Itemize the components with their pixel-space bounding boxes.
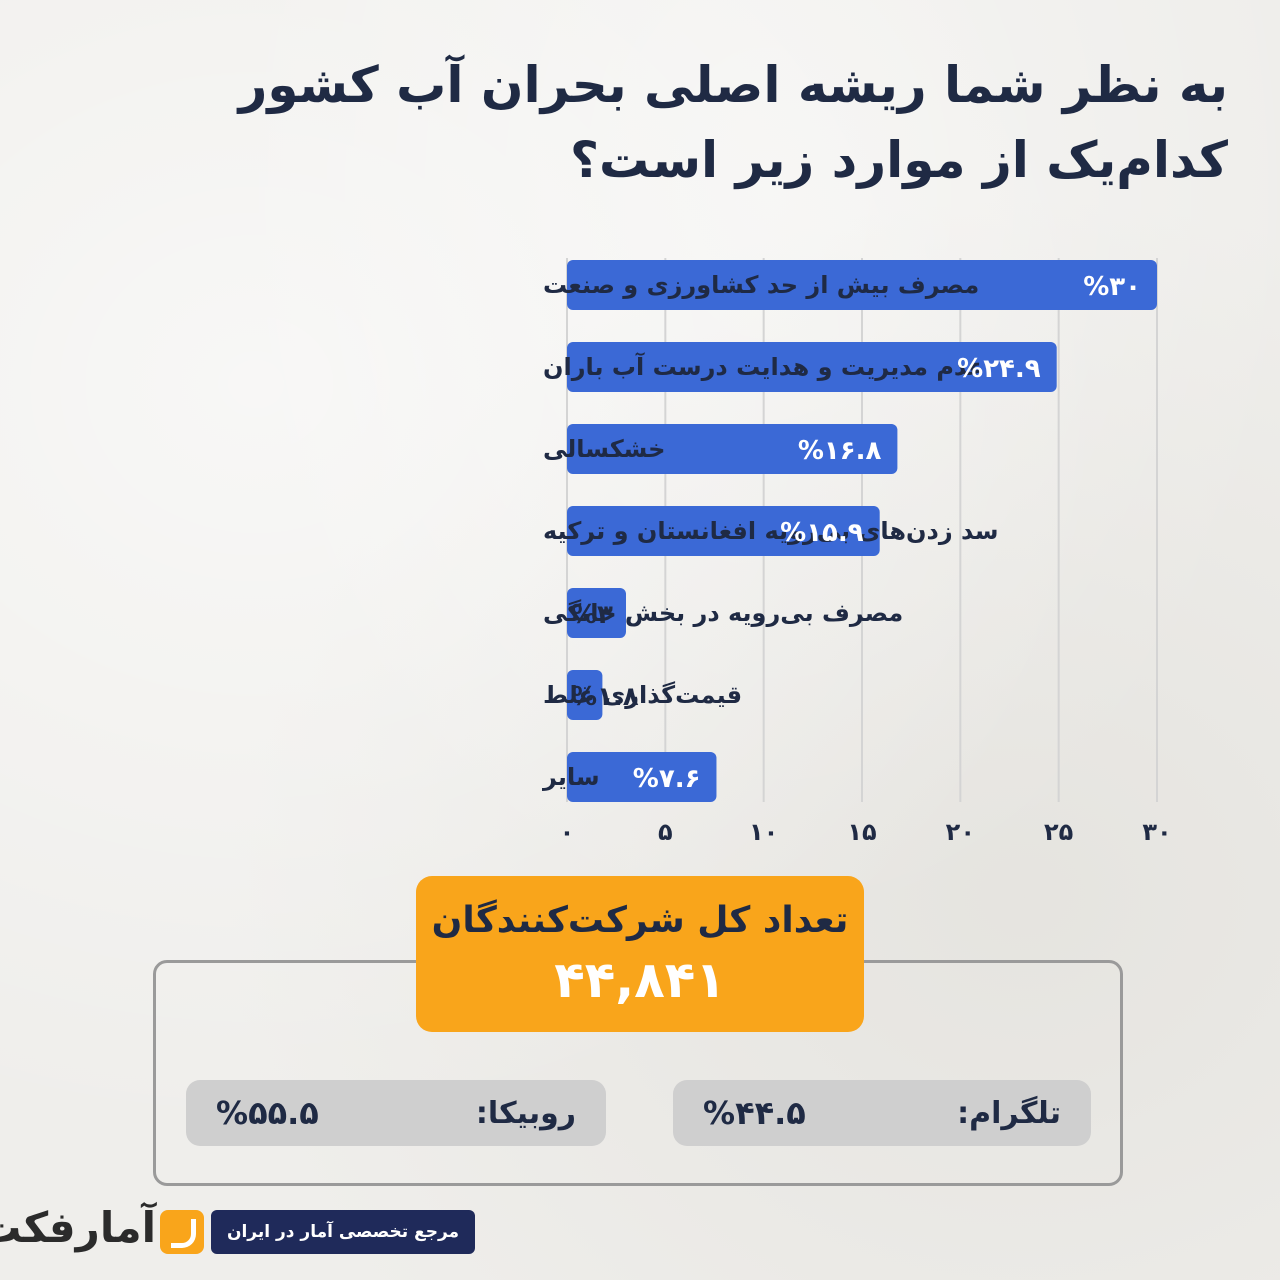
bar-0 [567,260,1157,310]
bar-chart: ۰ ۵ ۱۰ ۱۵ ۲۰ ۲۵ ۳۰ مصرف بیش از حد کشاورزی و صنع… [542,258,1172,846]
bar-5 [567,670,603,720]
brand-logo-icon [160,1210,204,1254]
total-participants-label: تعداد کل شرکت‌کنندگان [431,900,849,941]
x-tick-label-3: ۱۵ [847,818,876,846]
value-label-2: %۱۶.۸ [798,436,882,466]
category-label-0: مصرف بیش از حد کشاورزی و صنعت [543,271,979,299]
x-tick-label-0: ۰ [560,818,575,846]
x-tick-label-6: ۳۰ [1142,818,1171,846]
value-label-5: %۱.۸ [571,682,639,712]
value-label-4: %۳ [571,600,613,630]
bar-6 [567,752,717,802]
category-label-6: سایر [542,763,600,791]
bar-2 [567,424,898,474]
category-label-5: قیمت‌گذاری غلط [543,681,742,709]
category-label-2: خشکسالی [543,435,665,463]
rubika-label: روبیکا: [475,1095,576,1131]
chart-title: به نظر شما ریشه اصلی بحران آب کشور کدام‌… [238,56,1228,189]
total-participants-value: ۴۴,۸۴۱ [554,951,726,1009]
bar-4 [567,588,626,638]
category-label-1: عدم مدیریت و هدایت درست آب باران [543,352,984,381]
total-participants-card: تعداد کل شرکت‌کنندگان ۴۴,۸۴۱ [416,876,864,1032]
x-tick-label-5: ۲۵ [1044,818,1073,846]
telegram-label: تلگرام: [957,1095,1061,1131]
bar-1 [567,342,1057,392]
rubika-value: %۵۵.۵ [216,1094,319,1132]
category-label-3: سد زدن‌های بی‌رویه افغانستان و ترکیه [543,517,999,545]
x-tick-label-1: ۵ [658,818,673,846]
value-label-0: %۳۰ [1083,272,1141,302]
value-label-1: %۲۴.۹ [957,354,1041,384]
rubika-share-pill: روبیکا: %۵۵.۵ [186,1080,606,1146]
category-label-4: مصرف بی‌رویه در بخش خانگی [543,599,903,627]
telegram-share-pill: تلگرام: %۴۴.۵ [673,1080,1091,1146]
value-label-3: %۱۵.۹ [780,518,864,548]
x-tick-label-4: ۲۰ [946,818,975,846]
x-tick-label-2: ۱۰ [749,818,778,846]
brand-wordmark: آمارفکت [0,1203,156,1252]
footer-tagline: مرجع تخصصی آمار در ایران [211,1210,475,1254]
telegram-value: %۴۴.۵ [703,1094,806,1132]
value-label-6: %۷.۶ [633,764,701,794]
bar-3 [567,506,880,556]
